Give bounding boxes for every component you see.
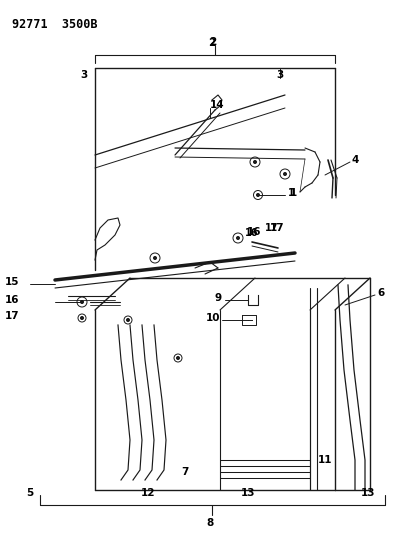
Text: 11: 11	[317, 455, 332, 465]
Text: 2: 2	[208, 38, 215, 48]
Text: 8: 8	[206, 518, 213, 528]
Text: 1: 1	[289, 188, 297, 198]
Text: 16: 16	[247, 227, 261, 237]
Text: 2: 2	[209, 37, 216, 47]
Text: 15: 15	[5, 277, 19, 287]
Text: 92771  3500B: 92771 3500B	[12, 18, 97, 31]
Circle shape	[126, 319, 129, 321]
Text: 17: 17	[269, 223, 284, 233]
Circle shape	[80, 301, 83, 303]
Text: 6: 6	[376, 288, 383, 298]
Circle shape	[256, 193, 259, 197]
Text: 7: 7	[181, 467, 188, 477]
Text: 10: 10	[205, 313, 219, 323]
Text: 17: 17	[264, 223, 278, 233]
Text: 5: 5	[26, 488, 33, 498]
Text: 4: 4	[351, 155, 358, 165]
Circle shape	[283, 173, 286, 175]
Text: 16: 16	[5, 295, 19, 305]
Text: 17: 17	[5, 311, 19, 321]
Text: 12: 12	[140, 488, 155, 498]
Text: 13: 13	[360, 488, 374, 498]
Text: 1: 1	[287, 188, 294, 198]
Text: 9: 9	[214, 293, 221, 303]
Circle shape	[80, 317, 83, 319]
Circle shape	[176, 357, 179, 359]
Text: 14: 14	[209, 100, 224, 110]
Text: 13: 13	[240, 488, 255, 498]
Text: 16: 16	[244, 228, 258, 238]
Circle shape	[236, 237, 239, 239]
Text: 3: 3	[81, 70, 88, 80]
Text: 3: 3	[276, 70, 283, 80]
Circle shape	[153, 256, 156, 260]
Circle shape	[253, 160, 256, 164]
